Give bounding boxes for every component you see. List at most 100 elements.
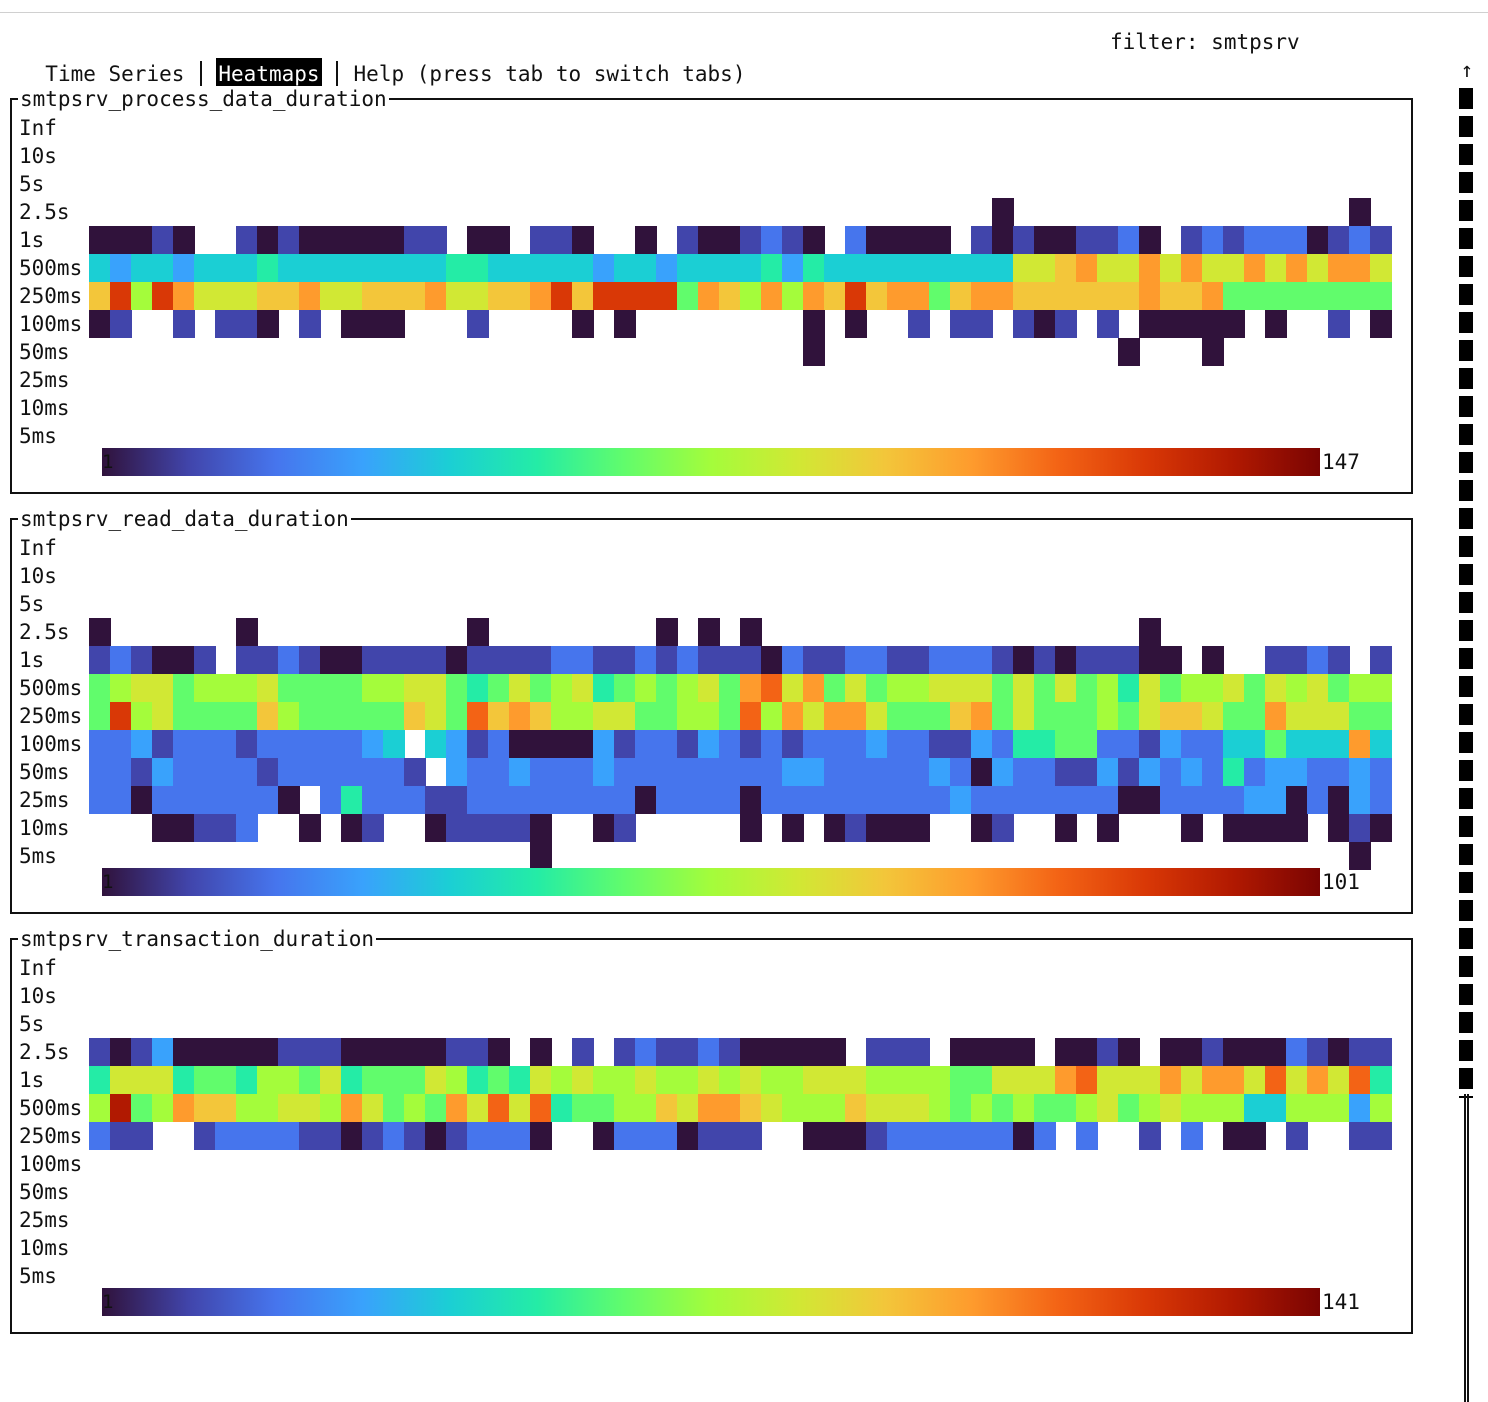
heatmap-cell — [1244, 1094, 1266, 1122]
heatmap-cell — [593, 786, 615, 814]
heatmap-cell — [362, 310, 384, 338]
heatmap-cell — [131, 282, 153, 310]
y-axis-label: 1s — [19, 1068, 45, 1092]
heatmap-cell — [887, 1094, 909, 1122]
heatmap-cell — [488, 730, 510, 758]
heatmap-cell — [341, 1122, 363, 1150]
heatmap-cell — [173, 1038, 195, 1066]
heatmap-cell — [1013, 702, 1035, 730]
heatmap-cell — [131, 254, 153, 282]
heatmap-cell — [215, 786, 237, 814]
heatmap-cell — [131, 1038, 153, 1066]
heatmap-cell — [719, 1066, 741, 1094]
heatmap-cell — [698, 618, 720, 646]
tab-separator — [335, 61, 338, 89]
heatmap-cell — [341, 730, 363, 758]
heatmap-cell — [950, 786, 972, 814]
heatmap-cell — [278, 786, 300, 814]
heatmap-cell — [530, 814, 552, 842]
y-axis-label: 5ms — [19, 424, 57, 448]
heatmap-cell — [1097, 282, 1119, 310]
heatmap-cell — [173, 254, 195, 282]
heatmap-cell — [341, 814, 363, 842]
color-scale-bar: 1 141 — [102, 1288, 1360, 1316]
heatmap-cell — [467, 618, 489, 646]
heatmap-cell — [887, 646, 909, 674]
heatmap-cell — [929, 758, 951, 786]
heatmap-cell — [1244, 1066, 1266, 1094]
heatmap-cell — [677, 226, 699, 254]
heatmap-cell — [677, 1066, 699, 1094]
heatmap-cell — [866, 786, 888, 814]
heatmap-cell — [950, 646, 972, 674]
heatmap-cell — [467, 226, 489, 254]
heatmap-cell — [509, 814, 531, 842]
heatmap-cell — [698, 674, 720, 702]
heatmap-cell — [1160, 786, 1182, 814]
y-axis-label: 500ms — [19, 676, 83, 700]
heatmap-cell — [908, 282, 930, 310]
heatmap-cell — [992, 786, 1014, 814]
heatmap-cell — [950, 282, 972, 310]
heatmap-cell — [362, 254, 384, 282]
scrollbar-thumb[interactable] — [1459, 88, 1473, 1098]
heatmap-cell — [1223, 814, 1245, 842]
scroll-up-arrow-icon[interactable]: ↑ — [1460, 58, 1474, 82]
heatmap-cell — [152, 674, 174, 702]
heatmap-cell — [110, 310, 132, 338]
tab-help[interactable]: Help (press tab to switch tabs) — [353, 62, 746, 86]
heatmap-cell — [992, 198, 1014, 226]
tab-time-series[interactable]: Time Series — [45, 62, 185, 86]
heatmap-cell — [1202, 730, 1224, 758]
heatmap-cell — [488, 282, 510, 310]
heatmap-cell — [635, 282, 657, 310]
heatmap-cell — [908, 758, 930, 786]
heatmap-cell — [950, 674, 972, 702]
scrollbar-track[interactable] — [1464, 1094, 1469, 1402]
y-axis-label: 10s — [19, 984, 57, 1008]
heatmap-cell — [1286, 226, 1308, 254]
heatmap-cell — [719, 646, 741, 674]
heatmap-cell — [929, 1122, 951, 1150]
y-axis-label: 50ms — [19, 760, 70, 784]
tab-heatmaps[interactable]: Heatmaps — [216, 58, 322, 90]
heatmap-cell — [362, 674, 384, 702]
heatmap-cell — [194, 786, 216, 814]
heatmap-cell — [362, 702, 384, 730]
heatmap-cell — [194, 282, 216, 310]
heatmap-cell — [1076, 226, 1098, 254]
heatmap-cell — [677, 646, 699, 674]
heatmap-cell — [950, 1094, 972, 1122]
y-axis-label: 25ms — [19, 1208, 70, 1232]
heatmap-cell — [887, 254, 909, 282]
heatmap-cell — [761, 254, 783, 282]
heatmap-cell — [1286, 674, 1308, 702]
heatmap-cell — [803, 702, 825, 730]
heatmap-cell — [971, 758, 993, 786]
heatmap-cell — [173, 1094, 195, 1122]
heatmap-cell — [341, 646, 363, 674]
heatmap-cell — [971, 674, 993, 702]
heatmap-cell — [719, 674, 741, 702]
y-axis-label: 100ms — [19, 1152, 83, 1176]
heatmap-cell — [572, 786, 594, 814]
vertical-scrollbar[interactable]: ↑ — [1455, 58, 1479, 1402]
heatmap-cell — [1244, 674, 1266, 702]
heatmap-cell — [950, 254, 972, 282]
heatmap-cell — [257, 310, 279, 338]
heatmap-cell — [152, 814, 174, 842]
heatmap-cell — [1160, 1094, 1182, 1122]
heatmap-cell — [509, 1122, 531, 1150]
heatmap-cell — [152, 1038, 174, 1066]
filter-indicator[interactable]: filter: smtpsrv — [1110, 26, 1300, 58]
heatmap-cell — [110, 254, 132, 282]
heatmap-cell — [152, 226, 174, 254]
heatmap-cell — [656, 1038, 678, 1066]
heatmap-cell — [173, 758, 195, 786]
heatmap-cell — [1013, 730, 1035, 758]
heatmap-cell — [845, 310, 867, 338]
y-axis-label: 2.5s — [19, 200, 70, 224]
heatmap-cell — [719, 702, 741, 730]
heatmap-cell — [299, 646, 321, 674]
heatmap-cell — [173, 730, 195, 758]
